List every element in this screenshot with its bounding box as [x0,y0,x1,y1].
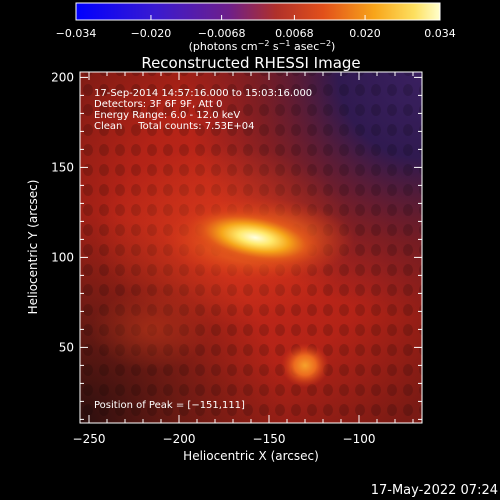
x-tick-label: −250 [73,432,106,446]
y-tick-label: 100 [51,250,74,264]
y-axis: 50 100 150 200 [51,70,422,420]
colorbar-unit-label: (photons cm−2 s−1 asec−2) [189,39,336,53]
info-line-time: 17-Sep-2014 14:57:16.000 to 15:03:16.000 [94,88,312,99]
timestamp: 17-May-2022 07:24 [371,483,498,498]
y-tick-label: 200 [51,70,74,84]
x-axis: −250 −200 −150 −100 [73,72,414,446]
info-text: 17-Sep-2014 14:57:16.000 to 15:03:16.000… [94,88,312,132]
info-line-energy: Energy Range: 6.0 - 12.0 keV [94,110,240,121]
x-tick-label: −100 [343,432,376,446]
x-tick-label: −150 [253,432,286,446]
x-tick-label: −200 [163,432,196,446]
y-tick-label: 150 [51,160,74,174]
source-primary [188,209,323,266]
colorbar-tick-label: −0.020 [131,27,172,40]
colorbar-ticks: −0.034 −0.020 −0.0068 0.0068 0.020 0.034 [56,15,456,40]
colorbar-tick-label: −0.034 [56,27,97,40]
colorbar [75,2,441,21]
colorbar-tick-label: 0.034 [424,27,456,40]
colorbar-tick-label: 0.020 [349,27,381,40]
source-secondary [281,343,329,388]
x-axis-label: Heliocentric X (arcsec) [183,449,319,463]
source-blobs [164,197,355,388]
colorbar-tick-label: −0.0068 [198,27,246,40]
heatmap-image [80,72,422,423]
y-axis-label: Heliocentric Y (arcsec) [26,180,40,315]
peak-position-label: Position of Peak = [−151,111] [94,400,245,411]
y-tick-label: 50 [59,340,74,354]
info-line-counts: Clean Total counts: 7.53E+04 [94,121,254,132]
colorbar-tick-label: 0.0068 [275,27,314,40]
info-line-detectors: Detectors: 3F 6F 9F, Att 0 [94,99,222,110]
chart-title: Reconstructed RHESSI Image [141,54,360,72]
